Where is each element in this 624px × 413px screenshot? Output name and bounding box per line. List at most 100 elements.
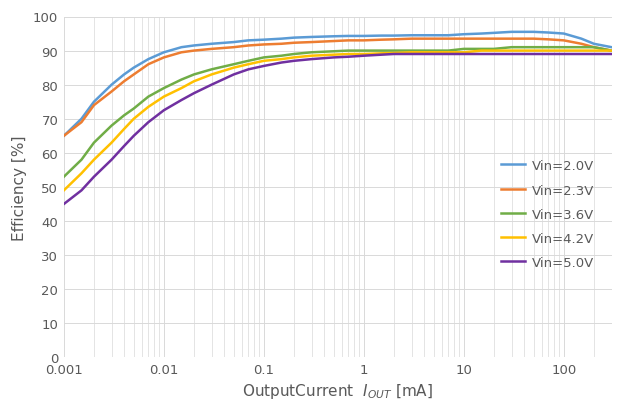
Vin=2.3V [578, 42, 585, 47]
Vin=3.6V [578, 45, 585, 50]
Vin=4.2V [60, 188, 67, 193]
Vin=3.6V [60, 175, 67, 180]
Vin=3.6V [108, 124, 115, 129]
Vin=2.3V [160, 56, 168, 61]
Vin=2.3V [90, 103, 98, 108]
Vin=2.0V [78, 117, 85, 122]
Y-axis label: Efficiency [%]: Efficiency [%] [12, 135, 27, 240]
Vin=4.2V [444, 51, 452, 56]
Vin=5.0V [245, 68, 252, 73]
Vin=2.0V [407, 34, 415, 39]
Vin=2.0V [230, 40, 238, 45]
Vin=2.3V [460, 37, 467, 42]
Vin=2.3V [245, 44, 252, 49]
Vin=4.2V [590, 49, 598, 54]
Vin=5.0V [390, 52, 397, 57]
Vin=2.3V [608, 49, 615, 54]
Vin=2.3V [444, 37, 452, 42]
Line: Vin=3.6V: Vin=3.6V [64, 48, 612, 177]
X-axis label: OutputCurrent  $I_{OUT}$ [mA]: OutputCurrent $I_{OUT}$ [mA] [242, 382, 433, 401]
Vin=2.3V [590, 45, 598, 50]
Vin=5.0V [260, 64, 268, 69]
Vin=5.0V [490, 52, 498, 57]
Vin=4.2V [490, 49, 498, 54]
Vin=5.0V [344, 55, 352, 60]
Vin=3.6V [545, 45, 552, 50]
Vin=4.2V [308, 54, 315, 59]
Vin=2.0V [560, 32, 568, 37]
Vin=5.0V [60, 202, 67, 207]
Vin=3.6V [490, 47, 498, 52]
Vin=3.6V [344, 49, 352, 54]
Vin=2.3V [108, 90, 115, 95]
Vin=2.3V [530, 37, 537, 42]
Vin=3.6V [278, 54, 285, 59]
Vin=5.0V [230, 73, 238, 78]
Vin=5.0V [444, 52, 452, 57]
Vin=2.0V [477, 32, 485, 37]
Vin=4.2V [390, 51, 397, 56]
Vin=3.6V [160, 86, 168, 91]
Vin=4.2V [230, 66, 238, 71]
Vin=4.2V [578, 49, 585, 54]
Vin=3.6V [360, 49, 368, 54]
Vin=2.0V [245, 39, 252, 44]
Vin=4.2V [460, 51, 467, 56]
Vin=3.6V [460, 47, 467, 52]
Vin=4.2V [145, 105, 152, 110]
Vin=2.0V [178, 45, 185, 50]
Vin=2.3V [178, 51, 185, 56]
Vin=2.0V [145, 57, 152, 62]
Vin=2.3V [60, 134, 67, 139]
Vin=2.0V [190, 44, 198, 49]
Vin=3.6V [390, 49, 397, 54]
Vin=3.6V [308, 51, 315, 56]
Vin=5.0V [477, 52, 485, 57]
Vin=2.0V [120, 73, 128, 78]
Vin=2.0V [130, 66, 137, 71]
Vin=3.6V [590, 45, 598, 50]
Vin=2.0V [578, 37, 585, 42]
Vin=4.2V [545, 49, 552, 54]
Vin=5.0V [178, 98, 185, 103]
Vin=2.0V [590, 42, 598, 47]
Vin=5.0V [130, 134, 137, 139]
Vin=5.0V [145, 121, 152, 126]
Vin=2.0V [90, 100, 98, 105]
Vin=3.6V [190, 73, 198, 78]
Vin=5.0V [190, 92, 198, 97]
Vin=2.0V [278, 37, 285, 42]
Vin=3.6V [290, 52, 298, 57]
Vin=2.0V [260, 38, 268, 43]
Vin=3.6V [407, 49, 415, 54]
Vin=4.2V [477, 49, 485, 54]
Vin=5.0V [120, 144, 128, 149]
Vin=5.0V [78, 188, 85, 193]
Vin=4.2V [90, 158, 98, 163]
Vin=4.2V [290, 56, 298, 61]
Vin=2.0V [444, 34, 452, 39]
Vin=2.0V [490, 31, 498, 36]
Vin=3.6V [245, 59, 252, 64]
Vin=2.3V [260, 43, 268, 48]
Vin=2.3V [120, 80, 128, 85]
Vin=2.3V [378, 38, 385, 43]
Line: Vin=2.0V: Vin=2.0V [64, 33, 612, 136]
Vin=2.0V [330, 35, 338, 40]
Vin=3.6V [530, 45, 537, 50]
Vin=2.3V [390, 38, 397, 43]
Vin=3.6V [477, 47, 485, 52]
Vin=4.2V [160, 95, 168, 100]
Vin=2.3V [560, 39, 568, 44]
Vin=4.2V [330, 53, 338, 58]
Vin=2.3V [230, 45, 238, 50]
Vin=3.6V [608, 49, 615, 54]
Line: Vin=5.0V: Vin=5.0V [64, 55, 612, 204]
Vin=4.2V [178, 86, 185, 91]
Vin=4.2V [190, 80, 198, 85]
Vin=2.0V [290, 36, 298, 41]
Vin=2.3V [290, 41, 298, 46]
Vin=2.0V [160, 51, 168, 56]
Vin=3.6V [508, 45, 515, 50]
Vin=2.0V [378, 34, 385, 39]
